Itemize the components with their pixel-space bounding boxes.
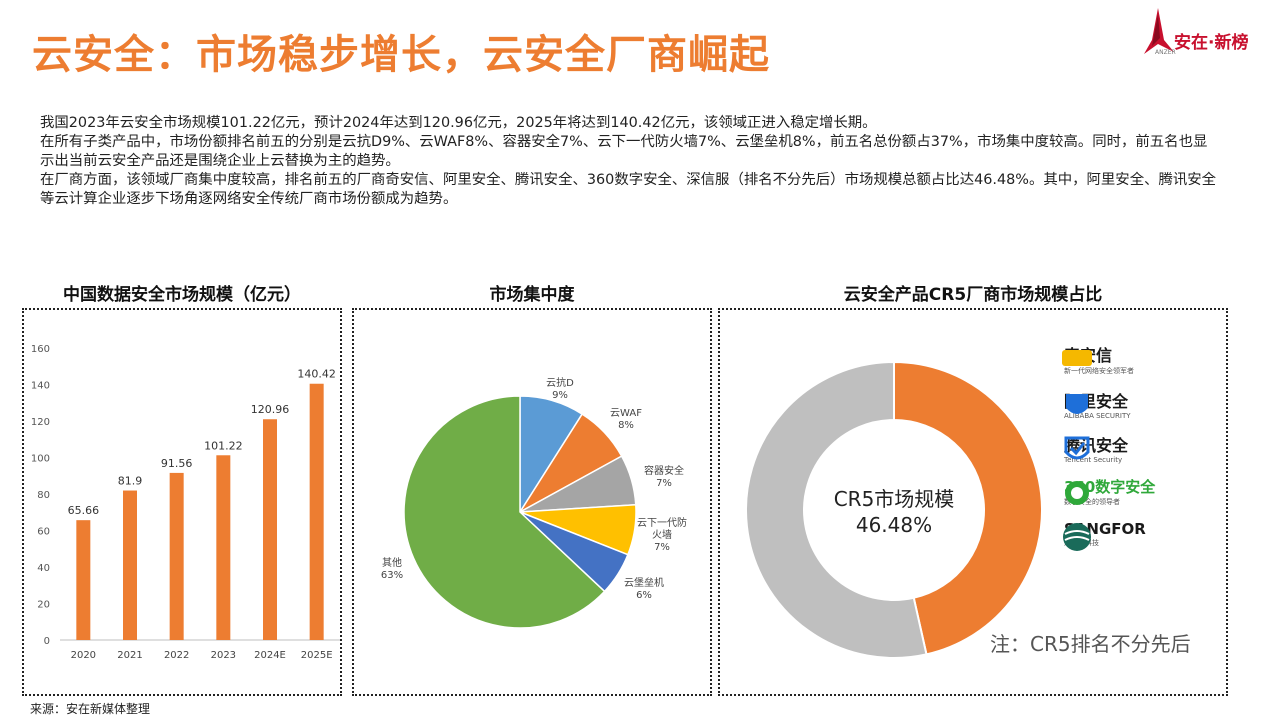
y-tick-label: 140 xyxy=(31,381,50,392)
y-tick-label: 100 xyxy=(31,454,50,465)
vendor-subtitle: ALIBABA SECURITY xyxy=(1064,412,1131,420)
x-tick-label: 2022 xyxy=(164,650,189,661)
y-tick-label: 120 xyxy=(31,417,50,428)
brand-sub: ANZER xyxy=(1155,49,1176,56)
intro-text: 我国2023年云安全市场规模101.22亿元，预计2024年达到120.96亿元… xyxy=(40,114,1220,209)
donut-chart-title: 云安全产品CR5厂商市场规模占比 xyxy=(843,285,1103,305)
vendor-emblem-icon xyxy=(1066,394,1088,414)
pie-slice-label: 8% xyxy=(618,420,634,431)
cr5-note: 注：CR5排名不分先后 xyxy=(990,632,1191,656)
donut-center-value: 46.48% xyxy=(856,513,932,537)
pie-slice-label: 9% xyxy=(552,390,568,401)
vendor-subtitle: Tencent Security xyxy=(1064,456,1123,464)
bar-value-label: 120.96 xyxy=(251,403,290,416)
x-tick-label: 2020 xyxy=(71,650,96,661)
intro-paragraph: 在厂商方面，该领域厂商集中度较高，排名前五的厂商奇安信、阿里安全、腾讯安全、36… xyxy=(40,172,1217,207)
x-tick-label: 2023 xyxy=(211,650,236,661)
y-tick-label: 20 xyxy=(37,600,50,611)
bar xyxy=(309,383,324,640)
y-tick-label: 80 xyxy=(37,490,50,501)
pie-slice-label: 容器安全 xyxy=(644,464,684,477)
x-tick-label: 2024E xyxy=(254,650,286,661)
bar-chart-title: 中国数据安全市场规模（亿元） xyxy=(63,285,301,305)
pie-slice-label: 云堡垒机 xyxy=(624,576,664,589)
y-tick-label: 60 xyxy=(37,527,50,538)
x-tick-label: 2025E xyxy=(301,650,333,661)
bar-chart-panel: 0 20 40 60 80 100 120 140 160 65.66 2020 81.9 2021 91… xyxy=(22,308,342,696)
y-tick-label: 160 xyxy=(31,344,50,355)
pie-slice-label: 云下一代防 xyxy=(637,516,687,529)
pie-slice-label: 火墙 xyxy=(652,528,672,541)
vendor-subtitle: 新一代网络安全领军者 xyxy=(1064,367,1134,375)
bar xyxy=(123,490,137,640)
vendor-logo: 奇安信新一代网络安全领军者 xyxy=(1060,342,1134,376)
y-tick-label: 0 xyxy=(44,636,50,647)
bar-value-label: 91.56 xyxy=(161,457,193,470)
vendor-logo: SANGFOR深信服科技 xyxy=(1060,520,1146,551)
donut-center-label: CR5市场规模 xyxy=(834,487,955,511)
pie-slice-label: 7% xyxy=(654,542,670,553)
vendor-logo: 阿里安全 ALIBABA SECURITY xyxy=(1060,388,1131,420)
vendor-emblem-icon xyxy=(1062,350,1092,366)
donut-slice xyxy=(745,360,928,659)
bar-value-label: 81.9 xyxy=(118,475,143,488)
pie-slice xyxy=(403,395,606,629)
pie-slice-label: 云抗D xyxy=(546,376,574,389)
y-tick-label: 40 xyxy=(37,563,50,574)
vendor-logo: 腾讯安全 Tencent Security xyxy=(1060,432,1128,464)
brand-star-icon xyxy=(1144,8,1174,54)
pie-chart-panel: 云抗D 9% 云WAF 8% 容器安全 7% 云下一代防 火墙 7% 云堡垒机 6% 其他 63% xyxy=(352,308,712,696)
bar-value-label: 65.66 xyxy=(68,504,100,517)
pie-slice-label: 6% xyxy=(636,590,652,601)
bar-chart: 0 20 40 60 80 100 120 140 160 65.66 2020 81.9 2021 91… xyxy=(31,344,340,661)
vendor-emblem-icon xyxy=(1065,481,1089,505)
intro-paragraph: 在所有子类产品中，市场份额排名前五的分别是云抗D9%、云WAF8%、容器安全7%… xyxy=(40,134,1208,169)
bar xyxy=(216,455,231,640)
pie-chart-title: 市场集中度 xyxy=(489,285,575,305)
bar xyxy=(169,472,184,640)
brand-name: 安在·新榜 xyxy=(1174,33,1249,53)
vendor-emblem-icon xyxy=(1064,436,1090,460)
bar-value-label: 101.22 xyxy=(204,439,243,452)
bar xyxy=(263,419,277,640)
vendor-subtitle: 数字安全的领导者 xyxy=(1064,498,1120,506)
pie-slice-label: 63% xyxy=(381,570,403,581)
intro-paragraph: 我国2023年云安全市场规模101.22亿元，预计2024年达到120.96亿元… xyxy=(40,115,877,131)
vendor-logo: 360数字安全 数字安全的领导者 xyxy=(1060,476,1155,507)
x-tick-label: 2021 xyxy=(117,650,142,661)
pie-slice-label: 7% xyxy=(656,478,672,489)
source-note: 来源：安在新媒体整理 xyxy=(30,702,151,716)
donut-slice xyxy=(893,360,1043,656)
vendor-emblem-icon xyxy=(1063,523,1091,551)
bar-value-label: 140.42 xyxy=(297,368,336,381)
bar xyxy=(76,520,91,640)
pie-slice-label: 云WAF xyxy=(610,408,642,419)
brand-logo: 安在·新榜 ANZER xyxy=(1138,6,1278,58)
page-title: 云安全：市场稳步增长，云安全厂商崛起 xyxy=(32,32,770,78)
pie-slice-label: 其他 xyxy=(382,556,402,569)
